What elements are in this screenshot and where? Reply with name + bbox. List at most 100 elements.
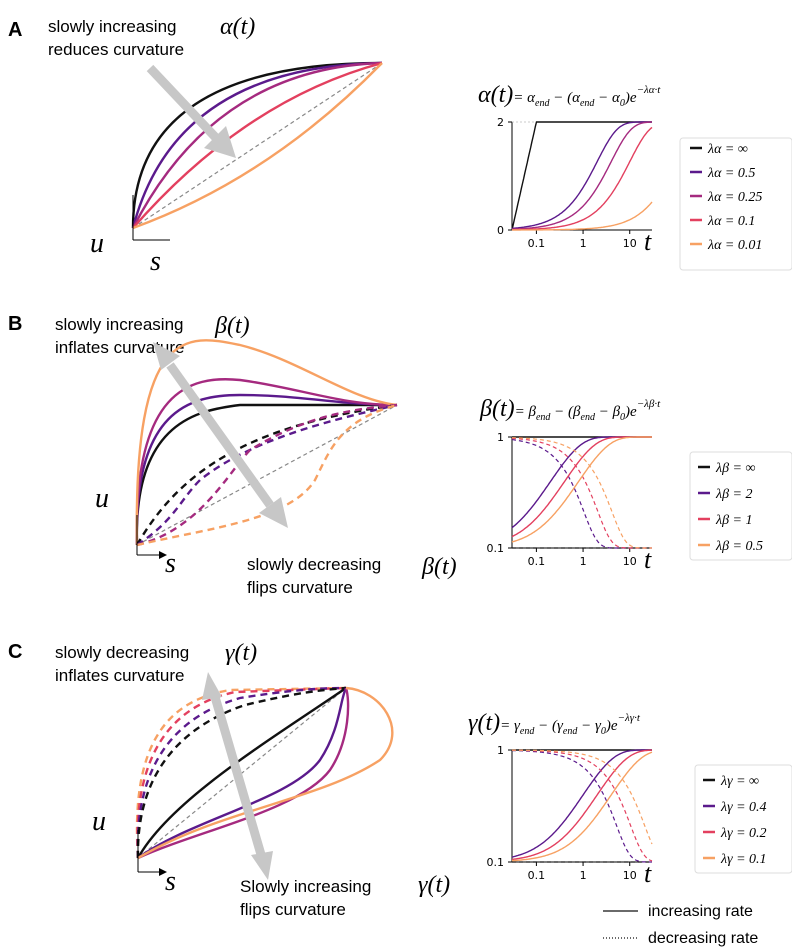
curve-b-magenta-dashed: [136, 403, 398, 547]
panel-letter-c: C: [8, 641, 22, 663]
annotation-c2-line2: flips curvature: [240, 900, 346, 919]
tlabel-c: t: [644, 859, 652, 888]
trend-arrow-c-head-down: [251, 851, 273, 880]
series-line-a-3-increasing: [512, 126, 653, 231]
legend-label-a-0: λα = ∞: [707, 142, 748, 157]
curve-c-purple-dashed: [136, 686, 347, 859]
mini-chart-b: t 0.1 1 10 0.1 1: [487, 431, 652, 574]
tlabel-a: t: [644, 227, 652, 256]
curve-b-orange-dashed: [136, 403, 398, 547]
x-tick-label-a: 1: [580, 237, 587, 250]
legend-c-box: [694, 764, 792, 874]
curve-a-black: [131, 61, 383, 229]
legend-label-a-4: λα = 0.01: [707, 238, 762, 253]
panel-letter-b: B: [8, 313, 22, 335]
annotation-c1-line2: inflates curvature: [55, 666, 184, 685]
x-tick-label-b: 10: [623, 555, 637, 568]
x-tick-label-b: 1: [580, 555, 587, 568]
trend-arrow-c-head-up: [202, 672, 222, 700]
legend-label-b-0: λβ = ∞: [715, 461, 755, 476]
annotation-c2-symbol: γ(t): [418, 872, 450, 898]
curve-a-purple: [131, 61, 383, 229]
curve-a-red: [132, 61, 383, 229]
ylabel-u-c: u: [92, 806, 106, 837]
x-tick-label-c: 10: [623, 869, 637, 882]
xlabel-s-b: s: [165, 548, 176, 579]
legend-b-box: [689, 451, 792, 561]
series-line-c-2-increasing: [511, 749, 653, 861]
panel-letter-a: A: [8, 19, 22, 41]
mini-chart-c: t 0.1 1 10 0.1 1: [487, 744, 653, 888]
annotation-b2-line1: slowly decreasing: [247, 555, 381, 574]
curve-c-black: [136, 687, 347, 859]
formula-c: γ(t)= γend − (γend − γ0)e−λγ·t: [468, 710, 641, 737]
panel-c: C slowly decreasing γ(t) inflates curvat…: [8, 640, 792, 919]
y-tick-label-a: 2: [497, 116, 504, 129]
legend-c: λγ = ∞ λγ = 0.4 λγ = 0.2 λγ = 0.1: [694, 764, 792, 874]
panel-a: A slowly increasing α(t) reduces curvatu…: [8, 14, 792, 277]
series-line-c-1-decreasing: [511, 749, 652, 863]
annotation-b1-line2: inflates curvature: [55, 338, 184, 357]
legend-label-b-1: λβ = 2: [715, 487, 752, 502]
legend-label-a-1: λα = 0.5: [707, 166, 755, 181]
legend-label-c-0: λγ = ∞: [720, 774, 759, 789]
annotation-c2-line1: Slowly increasing: [240, 877, 371, 896]
legend-label-c-3: λγ = 0.1: [720, 852, 767, 867]
formula-b: β(t)= βend − (βend − β0)e−λβ·t: [479, 396, 661, 423]
legend-label-c-2: λγ = 0.2: [720, 826, 767, 841]
y-tick-label-a: 0: [497, 224, 504, 237]
legend-a-box: [679, 137, 792, 271]
mini-chart-a: t 0.1 1 10 0 2: [497, 116, 653, 256]
reference-line-b: [136, 404, 398, 546]
series-line-b-1-increasing: [511, 436, 652, 529]
series-line-c-1-increasing: [511, 749, 652, 858]
trend-arrow-a-head: [204, 126, 236, 158]
formula-a: α(t)= αend − (αend − α0)e−λα·t: [478, 82, 661, 109]
series-line-a-0-increasing: [511, 121, 652, 231]
xlabel-s-c: s: [165, 866, 176, 897]
trend-arrow-a-shaft: [146, 64, 222, 144]
reference-line-a: [132, 62, 383, 229]
curve-c-orange-dashed: [135, 686, 347, 859]
ylabel-u-a: u: [90, 228, 104, 259]
xlabel-s-a: s: [150, 246, 161, 277]
legend-a: λα = ∞ λα = 0.5 λα = 0.25 λα = 0.1 λα = 0.01: [679, 137, 792, 271]
trend-arrow-c-shaft: [208, 688, 267, 860]
annotation-b1-line1: slowly increasing: [55, 315, 184, 334]
curve-a-magenta: [131, 61, 383, 229]
annotation-b2-line2: flips curvature: [247, 578, 353, 597]
panel-b: B slowly increasing β(t) inflates curvat…: [8, 313, 792, 597]
annotation-a-symbol: α(t): [220, 14, 255, 40]
annotation-b2-symbol: β(t): [421, 554, 457, 580]
ylabel-u-b: u: [95, 483, 109, 514]
curve-c-orange: [137, 686, 394, 860]
dotted-line-label: decreasing rate: [648, 930, 758, 947]
curve-b-purple-dashed: [136, 403, 398, 547]
curve-c-magenta: [137, 687, 350, 860]
series-line-a-2-increasing: [511, 121, 652, 230]
y-tick-label-c: 0.1: [487, 856, 505, 869]
legend-label-a-2: λα = 0.25: [707, 190, 762, 205]
x-tick-label-a: 0.1: [528, 237, 546, 250]
reference-line-c: [137, 687, 347, 859]
annotation-b1-symbol: β(t): [214, 313, 250, 339]
curve-a-orange: [132, 62, 383, 230]
curve-c-purple: [137, 687, 348, 859]
line-style-legend: increasing rate decreasing rate: [603, 903, 758, 947]
curve-b-black-dashed: [135, 403, 398, 546]
series-line-a-4-increasing: [512, 201, 653, 231]
legend-b: λβ = ∞ λβ = 2 λβ = 1 λβ = 0.5: [689, 451, 792, 561]
annotation-c1-line1: slowly decreasing: [55, 643, 189, 662]
curve-b-purple: [135, 393, 398, 546]
legend-label-c-1: λγ = 0.4: [720, 800, 767, 815]
x-tick-label-b: 0.1: [528, 555, 546, 568]
series-line-b-1-decreasing: [511, 439, 652, 549]
curve-c-black-dashed: [136, 686, 347, 859]
series-line-c-3-increasing: [511, 751, 653, 862]
annotation-c1-symbol: γ(t): [225, 640, 257, 666]
trend-arrow-b-shaft: [166, 362, 274, 508]
trend-arrow-b-head-down: [259, 497, 288, 528]
series-line-b-3-decreasing: [512, 437, 652, 549]
y-tick-label-b: 1: [497, 431, 504, 444]
series-line-a-1-increasing: [511, 121, 652, 230]
